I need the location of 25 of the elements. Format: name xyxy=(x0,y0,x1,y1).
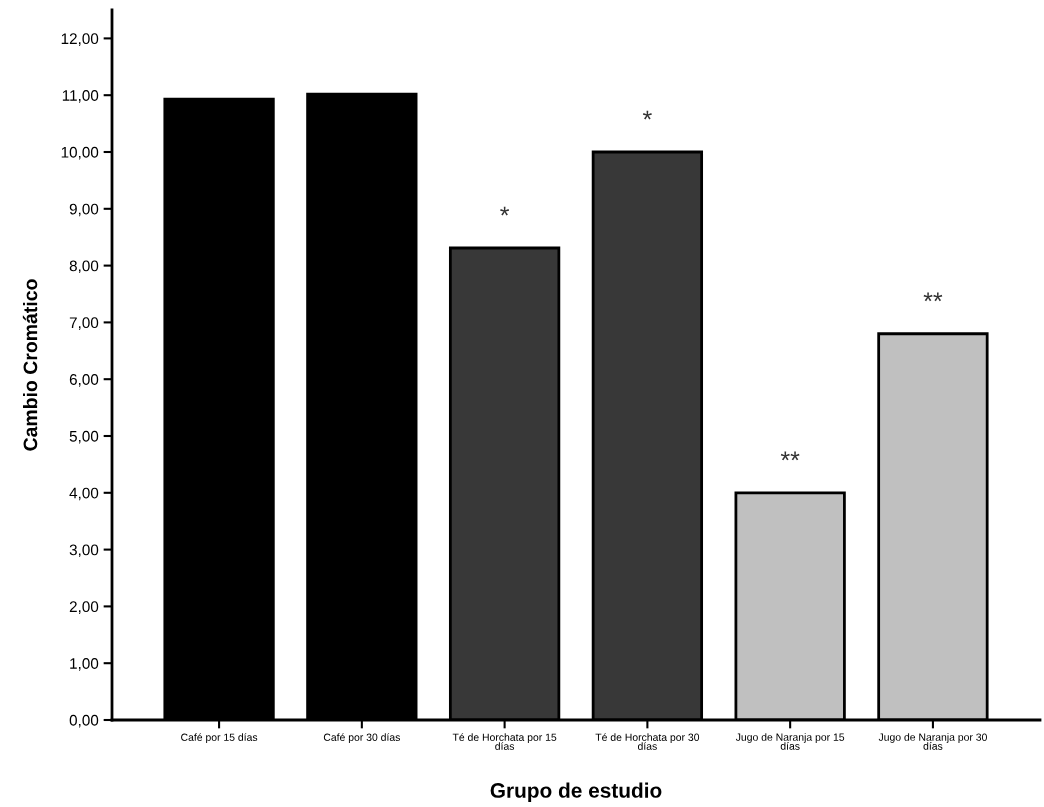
y-tick-label: 4,00 xyxy=(69,487,99,501)
x-tick-label: Café por 30 días xyxy=(323,733,400,744)
annotation: ** xyxy=(923,292,943,302)
y-tick-label: 6,00 xyxy=(69,374,99,387)
y-tick-label: 11,00 xyxy=(62,90,99,103)
x-tick-label: Jugo de Naranja por 30 días xyxy=(878,733,987,750)
annotation: * xyxy=(500,206,510,216)
y-tick-label: 12,00 xyxy=(61,33,99,46)
y-tick-label: 3,00 xyxy=(69,544,99,558)
y-tick-label: 9,00 xyxy=(69,203,99,217)
y-tick-label: 0,00 xyxy=(69,714,99,728)
x-tick-label: Café por 15 días xyxy=(181,733,258,744)
x-axis-title: Grupo de estudio xyxy=(490,782,662,802)
y-axis-title: Cambio Cromático xyxy=(22,279,38,451)
y-tick-label: 10,00 xyxy=(61,146,99,160)
y-tick-label: 5,00 xyxy=(69,430,99,444)
x-tick-label: Té de Horchata por 30 días xyxy=(595,733,700,750)
y-tick-label: 8,00 xyxy=(69,260,99,274)
x-tick-label: Jugo de Naranja por 15 días xyxy=(735,733,845,750)
x-tick-label: Té de Horchata por 15 días xyxy=(452,733,557,750)
y-tick-label: 2,00 xyxy=(69,601,99,614)
y-tick-label: 7,00 xyxy=(69,317,99,330)
y-tick-label: 1,00 xyxy=(70,658,99,671)
annotation: * xyxy=(642,110,652,120)
annotation: ** xyxy=(780,451,800,461)
